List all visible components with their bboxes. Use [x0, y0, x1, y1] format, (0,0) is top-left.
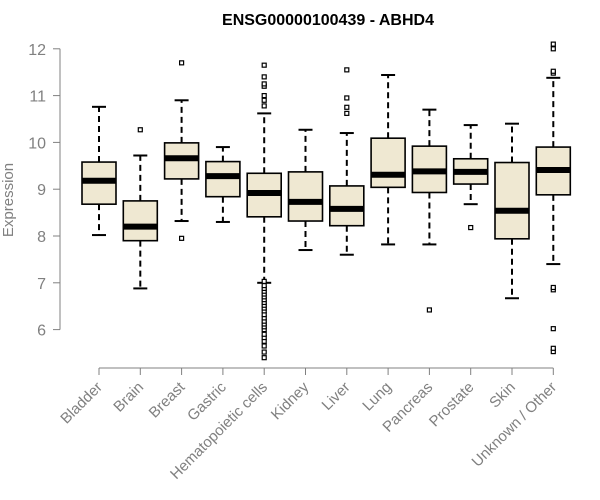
- box-breast: [163, 60, 200, 241]
- iqr-box: [205, 160, 241, 198]
- outlier-point: [261, 355, 267, 361]
- outlier-point: [261, 81, 267, 87]
- x-tick-label: Skin: [486, 379, 519, 412]
- iqr-box: [287, 171, 324, 222]
- box-gastric: [205, 146, 241, 223]
- outlier-point: [344, 67, 350, 73]
- iqr-box: [122, 200, 159, 242]
- outlier-point: [179, 235, 185, 241]
- y-tick-label: 8: [37, 229, 46, 246]
- x-tick-label: Kidney: [268, 378, 313, 423]
- y-tick-label: 10: [28, 135, 46, 152]
- box-bladder: [81, 105, 117, 237]
- outlier-point: [137, 127, 143, 133]
- outlier-point: [550, 345, 556, 351]
- outlier-point: [261, 97, 267, 103]
- outlier-point: [344, 110, 350, 116]
- iqr-box: [370, 137, 406, 189]
- outlier-point: [261, 62, 267, 68]
- outlier-point: [550, 68, 556, 74]
- box-unknown-other: [535, 41, 572, 355]
- outlier-point: [550, 46, 556, 52]
- outlier-point: [344, 95, 350, 101]
- y-tick-label: 6: [37, 323, 46, 340]
- x-tick-label: Bladder: [57, 379, 106, 428]
- outlier-point: [261, 343, 267, 349]
- x-tick-label: Prostate: [426, 379, 478, 431]
- box-hematopoietic-cells: [246, 62, 282, 361]
- box-brain: [122, 127, 159, 290]
- outlier-point: [261, 103, 267, 109]
- box-prostate: [452, 124, 489, 231]
- outlier-point: [344, 104, 350, 110]
- outlier-point: [179, 60, 185, 66]
- box-series: [81, 41, 572, 361]
- outlier-point: [261, 331, 267, 337]
- x-tick-label: Lung: [359, 379, 395, 415]
- y-tick-label: 12: [28, 42, 46, 59]
- iqr-box: [494, 161, 530, 240]
- outlier-point: [550, 284, 556, 291]
- outlier-point: [550, 326, 556, 332]
- box-skin: [494, 122, 530, 300]
- y-axis-label: Expression: [0, 163, 17, 237]
- outlier-point: [261, 283, 267, 289]
- x-tick-label: Breast: [146, 378, 189, 421]
- x-tick-label: Brain: [110, 379, 147, 416]
- y-tick-label: 11: [29, 89, 46, 106]
- x-tick-label: Liver: [319, 379, 354, 414]
- box-pancreas: [411, 108, 448, 313]
- outlier-point: [261, 92, 267, 99]
- outlier-point: [550, 41, 556, 47]
- outlier-point: [261, 74, 267, 80]
- y-axis: 6 7 8 9 10 11 12: [28, 42, 61, 340]
- y-tick-label: 9: [37, 182, 46, 199]
- outlier-point: [468, 224, 474, 231]
- outlier-point: [261, 278, 267, 284]
- iqr-box: [328, 185, 365, 227]
- chart-title: ENSG00000100439 - ABHD4: [222, 12, 434, 29]
- outlier-point: [261, 349, 267, 355]
- outlier-point: [426, 307, 432, 313]
- y-tick-label: 7: [37, 276, 46, 293]
- box-kidney: [287, 128, 324, 252]
- box-liver: [328, 67, 365, 256]
- box-lung: [370, 74, 406, 246]
